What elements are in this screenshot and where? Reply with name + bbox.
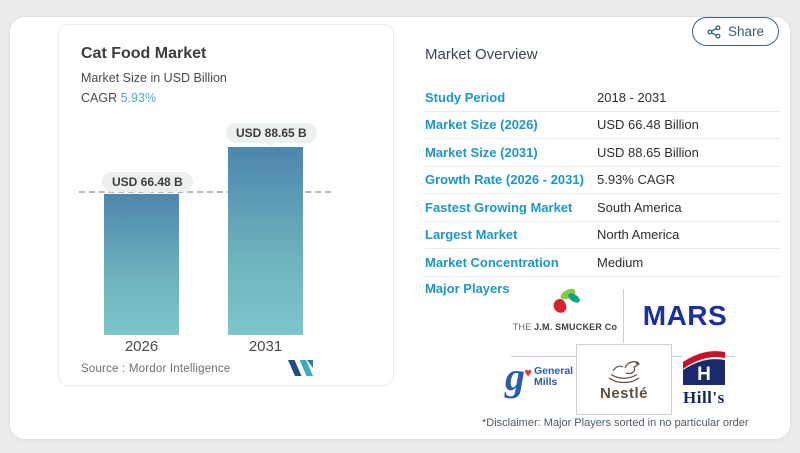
- major-players-label: Major Players: [425, 281, 510, 296]
- general-mills-logo: g ♥ General Mills: [505, 353, 575, 401]
- share-button[interactable]: Share: [692, 17, 780, 46]
- row-value: 2018 - 2031: [597, 89, 667, 105]
- nestle-wordmark: Nestlé: [599, 385, 649, 402]
- chart-cagr: CAGR 5.93%: [81, 91, 156, 105]
- hills-emblem-icon: H: [683, 349, 725, 385]
- logo-divider-horizontal-left: [511, 356, 576, 357]
- row-label: Fastest Growing Market: [425, 199, 573, 215]
- heart-icon: ♥: [524, 365, 532, 380]
- cagr-label: CAGR: [81, 91, 118, 105]
- chart-subtitle: Market Size in USD Billion: [81, 71, 227, 85]
- row-label: Study Period: [425, 89, 506, 105]
- row-label: Growth Rate (2026 - 2031): [425, 172, 584, 188]
- mordor-intelligence-logo: [288, 360, 313, 376]
- reference-dashed-line: [79, 191, 331, 193]
- row-value: 5.93% CAGR: [597, 172, 676, 188]
- table-row-market-concentration: Market Concentration Medium: [425, 249, 780, 277]
- source-text: Source : Mordor Intelligence: [81, 363, 231, 375]
- nestle-logo: Nestlé: [576, 344, 672, 415]
- market-chart-card: Cat Food Market Market Size in USD Billi…: [58, 24, 394, 386]
- table-row-study-period: Study Period 2018 - 2031: [425, 84, 780, 112]
- svg-text:H: H: [697, 364, 711, 385]
- nestle-nest-icon: [608, 361, 640, 384]
- row-label: Market Concentration: [425, 254, 559, 270]
- mars-logo: MARS: [642, 300, 728, 331]
- row-value: USD 66.48 Billion: [597, 117, 699, 133]
- hills-wordmark: Hill's: [683, 388, 725, 407]
- table-row-largest-market: Largest Market North America: [425, 222, 780, 249]
- share-icon: [707, 24, 721, 39]
- row-label: Largest Market: [425, 227, 518, 243]
- table-row-market-size-2026: Market Size (2026) USD 66.48 Billion: [425, 112, 780, 139]
- row-label: Market Size (2026): [425, 117, 538, 133]
- logo-divider-vertical: [623, 289, 624, 343]
- hills-logo: H Hill's: [683, 349, 741, 407]
- table-row-growth-rate: Growth Rate (2026 - 2031) 5.93% CAGR: [425, 167, 780, 194]
- overview-table: Study Period 2018 - 2031 Market Size (20…: [425, 84, 780, 277]
- share-label: Share: [728, 24, 765, 39]
- row-value: North America: [597, 227, 680, 243]
- bar-value-label-2026: USD 66.48 B: [102, 172, 193, 196]
- table-row-market-size-2031: Market Size (2031) USD 88.65 Billion: [425, 139, 780, 167]
- table-row-fastest-growing-market: Fastest Growing Market South America: [425, 194, 780, 222]
- general-mills-wordmark: General Mills: [534, 365, 574, 388]
- bar-2026: [104, 194, 179, 335]
- bar-2031: [228, 147, 303, 335]
- overview-title: Market Overview: [425, 46, 538, 63]
- row-value: South America: [597, 199, 682, 215]
- row-value: USD 88.65 Billion: [597, 144, 699, 160]
- smucker-wordmark: THE J.M. SMUCKER Co: [512, 322, 618, 332]
- x-axis-label-2026: 2026: [124, 338, 159, 355]
- x-axis-label-2031: 2031: [248, 338, 283, 355]
- bar-value-label-2031: USD 88.65 B: [226, 123, 317, 147]
- row-label: Market Size (2031): [425, 144, 538, 160]
- general-mills-g-mark: g ♥: [505, 354, 532, 399]
- cagr-value: 5.93%: [120, 91, 157, 105]
- disclaimer-text: *Disclaimer: Major Players sorted in no …: [482, 417, 749, 429]
- jm-smucker-logo: THE J.M. SMUCKER Co: [506, 286, 624, 344]
- row-value: Medium: [597, 254, 644, 270]
- smucker-fruit-icon: [553, 288, 580, 313]
- chart-title: Cat Food Market: [81, 45, 207, 62]
